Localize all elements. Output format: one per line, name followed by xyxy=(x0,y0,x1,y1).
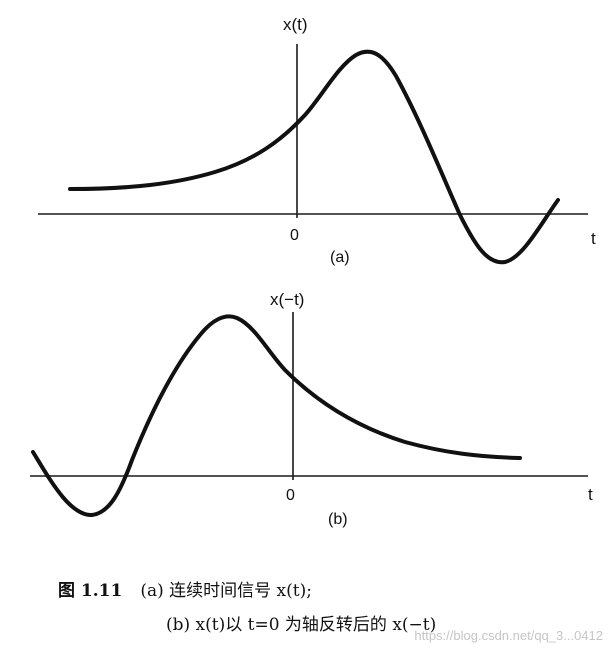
panel-a-signal-curve xyxy=(68,49,560,265)
signal-reflection-figure: x(t) t 0 (a) x(−t) t 0 (b) xyxy=(30,15,596,528)
panel-a-ylabel: x(t) xyxy=(283,15,308,34)
caption-figure-number: 图 1.11 xyxy=(58,581,123,601)
figure-caption: 图 1.11 (a) 连续时间信号 x(t); (b) x(t)以 t=0 为轴反… xyxy=(58,574,598,642)
caption-line-1: 图 1.11 (a) 连续时间信号 x(t); xyxy=(58,574,598,608)
caption-line-2: (b) x(t)以 t=0 为轴反转后的 x(−t) xyxy=(58,608,598,642)
panel-a: x(t) t 0 (a) xyxy=(38,15,596,266)
panel-b-signal-curve xyxy=(31,314,522,518)
panel-b: x(−t) t 0 (b) xyxy=(30,290,593,528)
watermark: https://blog.csdn.net/qq_3...0412 xyxy=(414,628,603,643)
panel-b-origin-label: 0 xyxy=(286,487,295,504)
caption-line-2-text: (b) x(t)以 t=0 为轴反转后的 x(−t) xyxy=(166,615,437,635)
panel-b-xlabel: t xyxy=(588,485,593,504)
panel-b-panel-label: (b) xyxy=(328,511,348,528)
panel-a-panel-label: (a) xyxy=(330,249,350,266)
panel-b-ylabel: x(−t) xyxy=(270,290,304,309)
panel-a-xlabel: t xyxy=(591,229,596,248)
caption-line-1-text: (a) 连续时间信号 x(t); xyxy=(140,581,312,601)
panel-a-origin-label: 0 xyxy=(290,227,299,244)
